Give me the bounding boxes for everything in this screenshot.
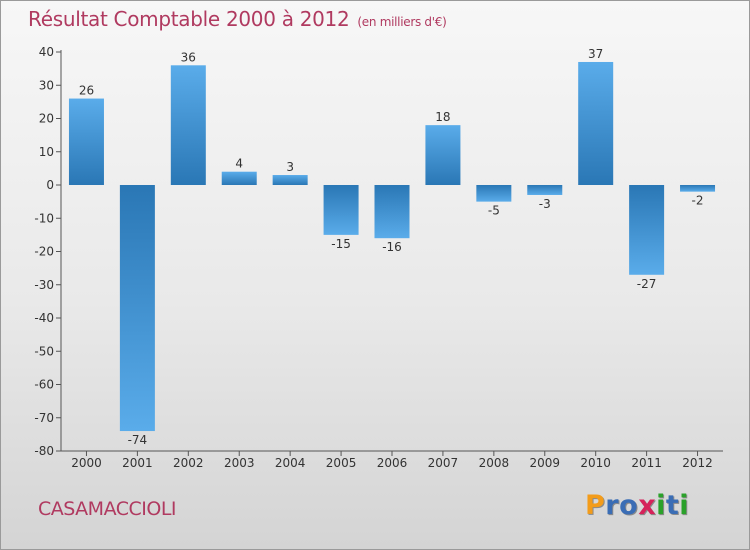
- logo-letter: i: [656, 490, 666, 521]
- bar: [170, 65, 206, 185]
- bar-value-label: -3: [539, 197, 551, 211]
- chart-title-text: Résultat Comptable 2000 à 2012: [28, 7, 350, 31]
- bar: [374, 185, 410, 239]
- bar: [476, 185, 512, 202]
- bar: [119, 185, 155, 432]
- x-tick-label: 2000: [71, 456, 102, 470]
- logo-letter: o: [619, 490, 639, 521]
- bar-value-label: 4: [235, 157, 243, 171]
- bar: [221, 171, 257, 185]
- y-tick-label: -30: [34, 278, 54, 292]
- x-tick-label: 2010: [580, 456, 611, 470]
- x-tick-label: 2009: [529, 456, 560, 470]
- logo-letter: r: [605, 490, 620, 521]
- bar: [272, 175, 308, 185]
- x-tick-label: 2001: [122, 456, 153, 470]
- y-tick-label: -50: [34, 344, 54, 358]
- y-tick-label: 30: [39, 78, 54, 92]
- bar-value-label: 18: [435, 110, 450, 124]
- x-tick-label: 2008: [479, 456, 510, 470]
- y-tick-label: 40: [39, 45, 54, 59]
- bar: [323, 185, 359, 235]
- y-tick-label: -60: [34, 378, 54, 392]
- y-tick-label: -80: [34, 444, 54, 458]
- x-tick-label: 2011: [631, 456, 662, 470]
- bar-value-label: -2: [692, 194, 704, 208]
- bar: [527, 185, 563, 195]
- chart-subtitle: (en milliers d'€): [357, 15, 447, 29]
- x-tick-label: 2002: [173, 456, 204, 470]
- proxiti-logo: Proxiti: [585, 490, 689, 521]
- commune-name: CASAMACCIOLI: [38, 498, 177, 520]
- x-tick-label: 2007: [428, 456, 459, 470]
- bar-value-label: 37: [588, 47, 603, 61]
- bar-value-label: -5: [488, 204, 500, 218]
- bar-value-label: -74: [128, 433, 148, 447]
- y-tick-label: -10: [34, 211, 54, 225]
- bar-value-label: 3: [286, 160, 294, 174]
- x-tick-label: 2003: [224, 456, 255, 470]
- bar: [680, 185, 716, 192]
- bar: [425, 125, 461, 185]
- logo-letter: x: [638, 490, 657, 521]
- y-tick-label: -20: [34, 245, 54, 259]
- x-tick-label: 2005: [326, 456, 357, 470]
- bar-value-label: -16: [382, 240, 402, 254]
- bar-value-label: -15: [331, 237, 351, 251]
- logo-letter: i: [679, 490, 690, 521]
- y-tick-label: -40: [34, 311, 54, 325]
- bar: [629, 185, 665, 275]
- bar-value-label: 36: [181, 50, 196, 64]
- x-tick-label: 2012: [682, 456, 713, 470]
- y-tick-label: 0: [46, 178, 54, 192]
- chart-title: Résultat Comptable 2000 à 2012 (en millie…: [28, 7, 447, 31]
- x-tick-label: 2004: [275, 456, 306, 470]
- logo-letter: t: [665, 490, 680, 521]
- y-tick-label: 20: [39, 112, 54, 126]
- x-tick-label: 2006: [377, 456, 408, 470]
- y-tick-label: 10: [39, 145, 54, 159]
- bar: [68, 98, 104, 185]
- bar-value-label: 26: [79, 84, 94, 98]
- bar: [578, 61, 614, 185]
- y-tick-label: -70: [34, 411, 54, 425]
- bar-value-label: -27: [637, 277, 657, 291]
- logo-letter: P: [585, 490, 606, 521]
